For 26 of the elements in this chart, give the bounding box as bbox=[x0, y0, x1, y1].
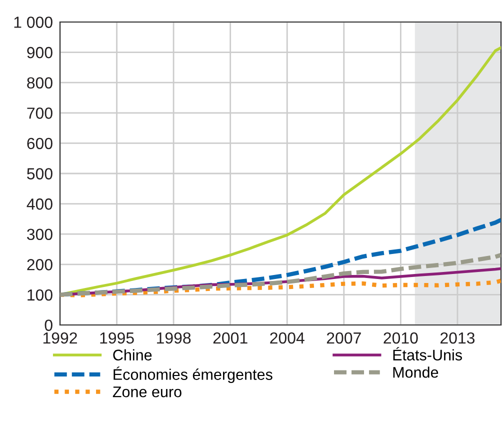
y-tick-label: 100 bbox=[28, 289, 52, 301]
x-tick-label: 2007 bbox=[326, 332, 361, 344]
x-tick-label: 2004 bbox=[270, 332, 304, 344]
y-tick-label: 900 bbox=[27, 46, 52, 58]
x-tick-label: 2001 bbox=[213, 332, 248, 344]
y-tick-label: 700 bbox=[27, 108, 52, 119]
line-series bbox=[60, 278, 501, 298]
x-tick-label: 2010 bbox=[384, 332, 418, 344]
y-tick-label: 200 bbox=[27, 259, 52, 270]
legend-label: Zone euro bbox=[112, 386, 182, 398]
y-tick-label: 600 bbox=[27, 138, 52, 150]
y-tick-label: 300 bbox=[27, 228, 52, 240]
legend-label: Chine bbox=[113, 349, 152, 360]
y-tick-label: 500 bbox=[27, 168, 52, 180]
legend-label: Économies émergentes bbox=[114, 366, 272, 383]
x-tick-label: 2013 bbox=[440, 332, 475, 344]
y-tick-label: 1 000 bbox=[14, 16, 52, 28]
legend-label: Monde bbox=[393, 366, 438, 378]
y-tick-label: 0 bbox=[44, 320, 52, 331]
x-tick-label: 1992 bbox=[43, 332, 77, 344]
x-tick-label: 1995 bbox=[100, 332, 134, 344]
legend-label: États-Unis bbox=[393, 347, 462, 360]
line-series bbox=[60, 252, 501, 297]
y-tick-label: 800 bbox=[27, 77, 52, 89]
y-tick-label: 400 bbox=[26, 198, 52, 210]
x-tick-label: 1998 bbox=[157, 332, 191, 344]
